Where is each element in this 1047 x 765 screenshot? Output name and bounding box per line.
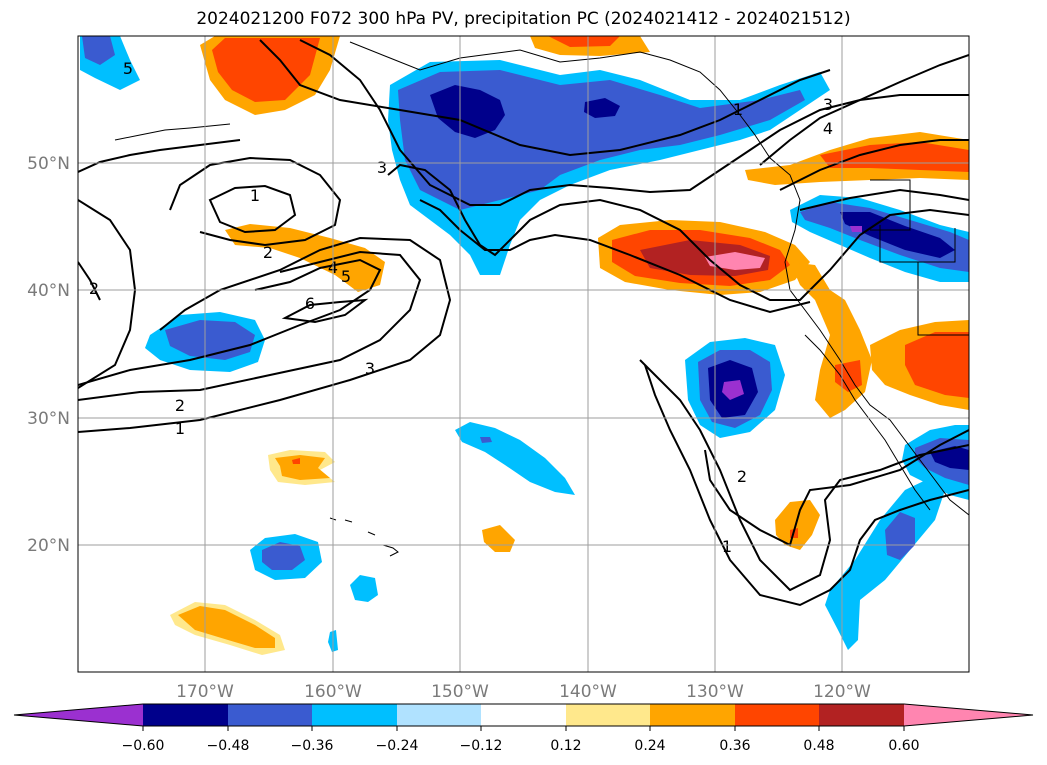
pv-label: 3 (377, 158, 387, 177)
precip-region-central-pacific (685, 338, 785, 438)
lon-label-170w: 170°W (176, 682, 234, 702)
colorbar-segment (143, 704, 228, 726)
latitude-labels: 50°N 40°N 30°N 20°N (27, 154, 70, 556)
colorbar-segment (228, 704, 312, 726)
lat-label-40n: 40°N (27, 281, 70, 301)
map-frame (77, 35, 970, 673)
colorbar-tick-label: −0.48 (207, 738, 250, 754)
pv-label: 2 (737, 467, 747, 486)
precip-region-mexico (902, 425, 969, 500)
gridlines (78, 36, 969, 672)
lon-label-140w: 140°W (559, 682, 617, 702)
lat-label-50n: 50°N (27, 154, 70, 174)
lon-label-130w: 130°W (686, 682, 744, 702)
precip-region-atmospheric-river (598, 220, 810, 295)
pv-label: 3 (823, 95, 833, 114)
pv-label: 1 (250, 186, 260, 205)
precip-region-subtropic-streak (455, 422, 575, 495)
pv-label: 5 (123, 59, 133, 78)
precip-region-gulf-alaska (388, 60, 830, 275)
precip-region-northwest-us (745, 132, 969, 185)
lat-label-20n: 20°N (27, 536, 70, 556)
colorbar-tick-label: −0.36 (291, 738, 334, 754)
pv-label: 5 (341, 267, 351, 286)
lat-label-30n: 30°N (27, 409, 70, 429)
colorbar-extend-high (904, 704, 1033, 726)
lon-label-150w: 150°W (431, 682, 489, 702)
colorbar-tick-label: 0.48 (803, 738, 834, 754)
colorbar-tick-label: 0.36 (719, 738, 750, 754)
colorbar-segment (650, 704, 735, 726)
pv-label: 3 (365, 359, 375, 378)
pv-label: 2 (89, 279, 99, 298)
colorbar: −0.60 −0.48 −0.36 −0.24 −0.12 0.12 0.24 … (13, 703, 1034, 754)
pv-contour-labels: 1 2 3 4 5 6 1 2 3 4 5 3 1 2 1 2 (89, 59, 833, 556)
colorbar-segment (312, 704, 397, 726)
lon-label-120w: 120°W (813, 682, 871, 702)
precip-region-baja-southwest (825, 478, 945, 650)
pv-label: 1 (722, 537, 732, 556)
coastlines (114, 41, 969, 557)
precip-region-north-coast (530, 36, 650, 56)
colorbar-segment (397, 704, 481, 726)
precip-region-southwest-us (870, 320, 969, 410)
map-title: 2024021200 F072 300 hPa PV, precipitatio… (196, 9, 851, 29)
colorbar-segment (481, 704, 566, 726)
precip-region-nw-corner (80, 36, 140, 90)
colorbar-tick-label: 0.12 (550, 738, 581, 754)
colorbar-tick-label: 0.24 (634, 738, 665, 754)
precip-region-aleutian-warm (200, 36, 340, 115)
longitude-labels: 170°W 160°W 150°W 140°W 130°W 120°W (176, 682, 871, 702)
precip-region-hawaii (328, 575, 378, 652)
colorbar-tick-label: −0.24 (376, 738, 419, 754)
pv-label: 2 (263, 243, 273, 262)
pv-label: 6 (305, 294, 315, 313)
colorbar-tick-label: −0.12 (460, 738, 503, 754)
colorbar-extend-low (14, 704, 143, 726)
colorbar-segment (735, 704, 819, 726)
colorbar-segment (566, 704, 650, 726)
pv-label: 4 (823, 119, 833, 138)
precip-region-southwest-warm (170, 602, 285, 655)
colorbar-ticks (142, 726, 905, 731)
pv-label: 2 (175, 396, 185, 415)
pv-label: 1 (733, 100, 743, 119)
colorbar-tick-label: 0.60 (888, 738, 919, 754)
lon-label-160w: 160°W (304, 682, 362, 702)
colorbar-segment (819, 704, 904, 726)
pv-label: 1 (175, 419, 185, 438)
precipitation-shading (80, 36, 969, 655)
colorbar-tick-label: −0.60 (122, 738, 165, 754)
precip-region-subtropic-warm (268, 450, 335, 485)
